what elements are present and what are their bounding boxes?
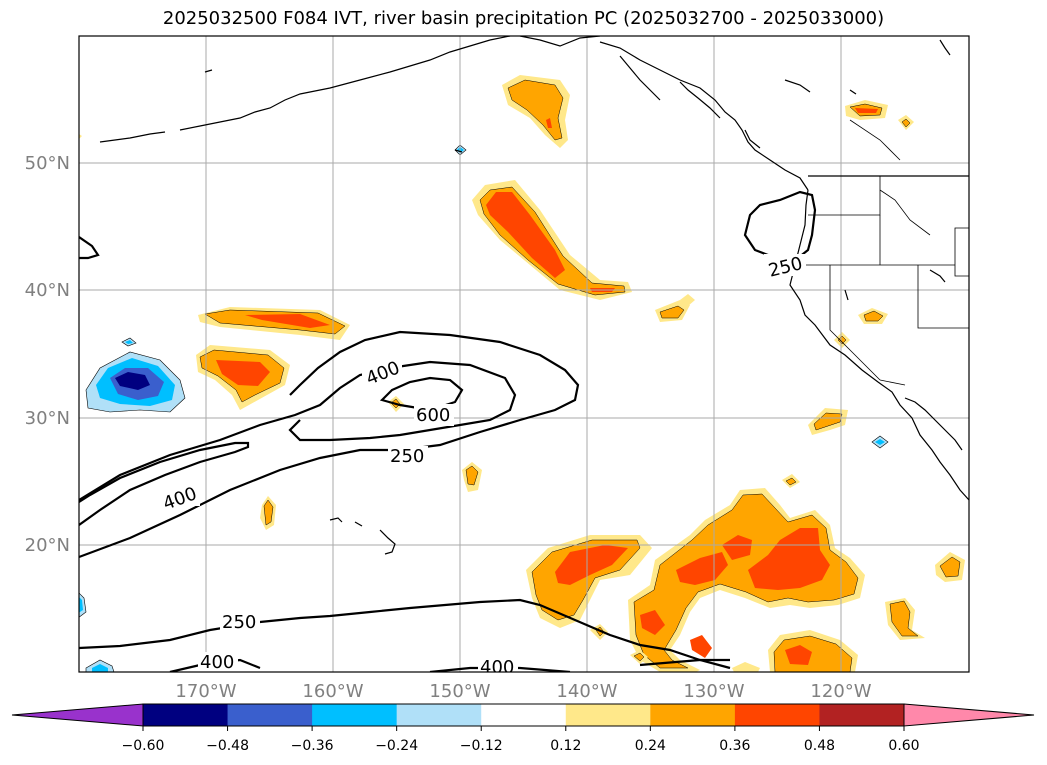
- lat-labels: 50°N 40°N 30°N 20°N: [25, 153, 70, 556]
- colorbar-ticks: −0.60 −0.48 −0.36 −0.24 −0.12 0.12 0.24 0.36 0.4…: [122, 726, 920, 754]
- colorbar-tick-label: 0.12: [550, 738, 581, 754]
- colorbar-segment: [734, 704, 820, 726]
- contour-label: 600: [416, 405, 450, 426]
- contour-label: 250: [222, 612, 256, 633]
- precip-shading: [79, 75, 965, 672]
- colorbar-tick-label: −0.12: [460, 738, 503, 754]
- lat-label: 40°N: [25, 280, 70, 301]
- ivt-contours: [79, 190, 817, 672]
- lon-label: 120°W: [810, 681, 871, 702]
- colorbar-segment: [312, 704, 398, 726]
- contour-label: 400: [480, 657, 514, 678]
- contour-label: 400: [200, 652, 234, 673]
- colorbar-tick-label: 0.36: [719, 738, 750, 754]
- lon-label: 160°W: [302, 681, 363, 702]
- colorbar: −0.60 −0.48 −0.36 −0.24 −0.12 0.12 0.24 0.36 0.4…: [11, 703, 1035, 754]
- colorbar-tick-label: −0.24: [375, 738, 418, 754]
- colorbar-tick-label: −0.48: [206, 738, 249, 754]
- colorbar-tick-label: 0.48: [804, 738, 835, 754]
- lon-label: 140°W: [556, 681, 617, 702]
- colorbar-tick-label: −0.36: [291, 738, 334, 754]
- lon-label: 170°W: [175, 681, 236, 702]
- colorbar-tick-label: 0.60: [888, 738, 919, 754]
- colorbar-segment: [143, 704, 229, 726]
- colorbar-segment: [565, 704, 651, 726]
- lon-labels: 170°W 160°W 150°W 140°W 130°W 120°W: [175, 681, 871, 702]
- state-borders: [800, 119, 969, 386]
- colorbar-segment: [819, 704, 905, 726]
- colorbar-segment: [227, 704, 313, 726]
- contour-label: 250: [390, 446, 424, 467]
- colorbar-segments: [143, 704, 905, 726]
- coastlines: [99, 36, 969, 555]
- colorbar-tick-label: 0.24: [635, 738, 666, 754]
- map-title: 2025032500 F084 IVT, river basin precipi…: [162, 8, 885, 29]
- lat-label: 20°N: [25, 535, 70, 556]
- colorbar-over-arrow: [903, 703, 1035, 727]
- lon-label: 130°W: [683, 681, 744, 702]
- colorbar-outline: [142, 703, 905, 727]
- colorbar-tick-label: −0.60: [122, 738, 165, 754]
- lat-label: 50°N: [25, 153, 70, 174]
- colorbar-under-arrow: [11, 703, 144, 727]
- lon-label: 150°W: [429, 681, 490, 702]
- lat-label: 30°N: [25, 408, 70, 429]
- colorbar-segment: [396, 704, 482, 726]
- map-border: [78, 35, 970, 673]
- colorbar-segment: [481, 704, 567, 726]
- colorbar-segment: [650, 704, 736, 726]
